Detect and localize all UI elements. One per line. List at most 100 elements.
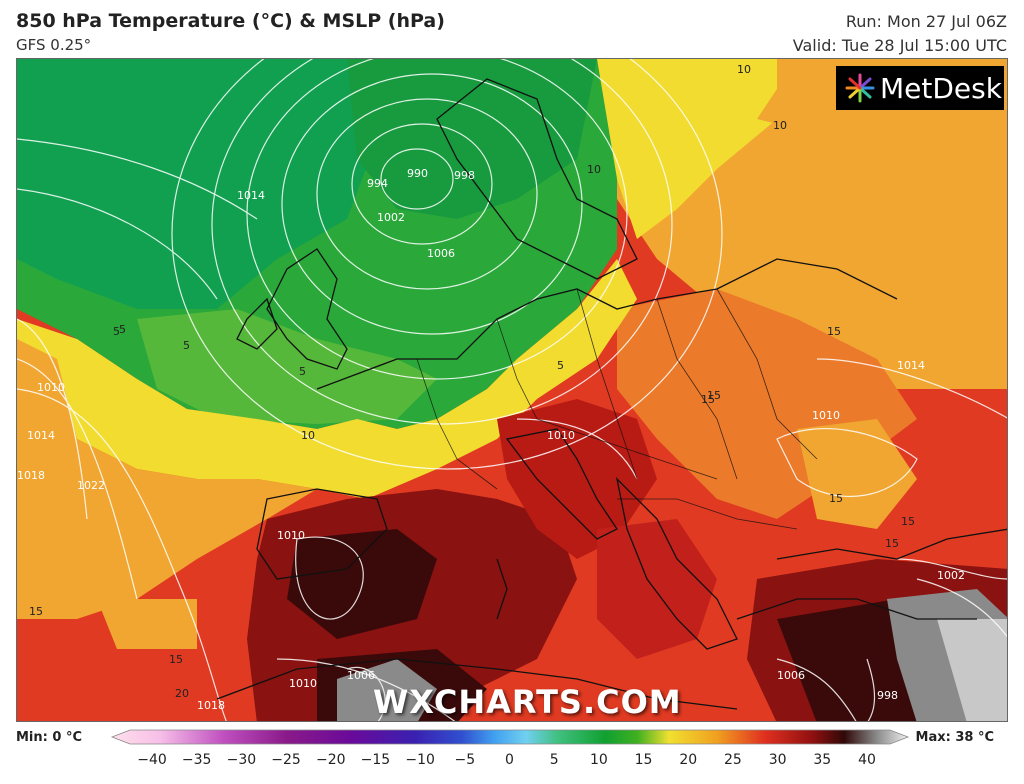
field-ukraine-orange <box>797 419 917 529</box>
coast-turkey <box>736 598 977 620</box>
borders <box>416 288 818 530</box>
isobar-label: 1014 <box>897 359 925 372</box>
scale-tick-label: −5 <box>454 752 476 768</box>
model-label: GFS 0.25° <box>16 36 92 54</box>
temp-label: 20 <box>175 687 189 700</box>
isobar-998-east <box>866 658 876 721</box>
weather-map[interactable]: 990 994 998 1002 1006 1010 1014 1018 102… <box>16 58 1008 722</box>
isobars <box>17 59 1007 721</box>
temp-label: 10 <box>737 63 751 76</box>
coast-scandinavia <box>436 78 638 280</box>
coast-britain <box>266 248 348 370</box>
chart-title: 850 hPa Temperature (°C) & MSLP (hPa) <box>16 10 445 32</box>
isobar-1010-ukraine <box>776 428 918 498</box>
isobar-label-layer: 990 994 998 1002 1006 1010 1014 1018 102… <box>17 167 965 712</box>
border-ukraine <box>716 288 818 460</box>
coast-ireland <box>236 297 278 350</box>
scale-tick-label: 15 <box>634 752 653 768</box>
isobar-1002 <box>281 73 583 335</box>
temp-label-layer: 5 5 5 10 10 15 15 15 15 15 15 15 10 5 15… <box>29 63 915 700</box>
temp-label: 15 <box>29 605 43 618</box>
isobar-994 <box>351 123 493 245</box>
field-canary-orange <box>37 579 77 619</box>
scale-tick-label: 40 <box>858 752 876 768</box>
scale-tick-label: −10 <box>405 752 435 768</box>
coast-iberia <box>256 488 388 580</box>
isobar-1006 <box>246 59 628 380</box>
scale-tick-label: 20 <box>679 752 698 768</box>
scale-tick-label: −35 <box>181 752 212 768</box>
isobar-1006-africa <box>346 666 386 721</box>
legend-min-label: Min: 0 °C <box>16 730 82 745</box>
metdesk-logo-icon <box>845 73 875 103</box>
temp-label: 15 <box>885 537 899 550</box>
valid-time: Valid: Tue 28 Jul 15:00 UTC <box>792 36 1007 55</box>
field-far-west-orange <box>17 339 77 459</box>
temp-label: 10 <box>301 429 315 442</box>
scale-tick-label: 30 <box>768 752 787 768</box>
field-italy-red <box>497 399 657 559</box>
temp-label: 5 <box>183 339 190 352</box>
isobar-1010-italy <box>516 418 638 480</box>
isobar-label: 998 <box>454 169 475 182</box>
isobar-1010-africa <box>276 658 456 721</box>
field-africa-grey <box>337 659 437 721</box>
border-alps <box>536 418 718 480</box>
isobar-998 <box>316 98 538 290</box>
isobar-label: 1010 <box>547 429 575 442</box>
temp-label: 5 <box>299 365 306 378</box>
temp-label: 15 <box>169 653 183 666</box>
isobar-label: 1018 <box>197 699 225 712</box>
scale-tick-label: 25 <box>724 752 742 768</box>
isobar-label: 1010 <box>812 409 840 422</box>
coast-italy <box>505 428 618 540</box>
coastlines <box>216 78 1007 710</box>
isobar-1010-iberia <box>295 536 364 620</box>
isobar-label: 1022 <box>77 479 105 492</box>
temp-label: 5 <box>113 325 120 338</box>
field-west-orange <box>17 419 317 619</box>
coast-north-europe <box>316 258 898 390</box>
isobar-label: 990 <box>407 167 428 180</box>
isobar-1018-west <box>17 388 227 721</box>
isobar-atlantic-2 <box>17 188 218 300</box>
color-scale <box>110 729 910 745</box>
scale-tick-label: −25 <box>271 752 301 768</box>
field-north-yellow <box>597 59 777 239</box>
isobar-1006-east <box>776 658 857 721</box>
isobar-label: 1006 <box>427 247 455 260</box>
scale-tick-label: 10 <box>589 752 608 768</box>
isobar-label: 994 <box>367 177 388 190</box>
border-france-germany <box>416 358 498 490</box>
isobar-label: 1014 <box>27 429 55 442</box>
isobar-1002-east <box>916 578 1007 638</box>
isobar-1014-west <box>17 318 88 520</box>
temp-label: 15 <box>901 515 915 528</box>
run-time: Run: Mon 27 Jul 06Z <box>845 12 1007 31</box>
coast-balkans <box>615 477 738 650</box>
coast-sardinia <box>496 558 508 620</box>
isobar-label: 1002 <box>377 211 405 224</box>
temp-label: 5 <box>557 359 564 372</box>
map-canvas: 990 994 998 1002 1006 1010 1014 1018 102… <box>17 59 1007 721</box>
watermark: WXCHARTS.COM <box>373 683 682 721</box>
isobar-label: 1018 <box>17 469 45 482</box>
legend-max-label: Max: 38 °C <box>915 730 994 745</box>
isobar-1014-east <box>816 358 1007 419</box>
isobar-label: 1014 <box>237 189 265 202</box>
temp-label: 15 <box>827 325 841 338</box>
field-atlantic-green <box>17 59 377 309</box>
field-yellow-band <box>17 259 637 499</box>
isobar-label: 998 <box>877 689 898 702</box>
field-lightgreen <box>137 309 437 424</box>
isobar-atlantic-1 <box>17 138 258 220</box>
temp-label: 5 <box>119 323 126 336</box>
isobar-label: 1002 <box>937 569 965 582</box>
temp-label: 10 <box>773 119 787 132</box>
scale-tick-label: −30 <box>226 752 257 768</box>
isobar-label: 1010 <box>277 529 305 542</box>
scale-gradient-bar <box>110 729 910 745</box>
metdesk-logo-text: MetDesk <box>880 71 1002 105</box>
isobar-label: 1010 <box>289 677 317 690</box>
isobar-1010-east <box>896 558 1007 580</box>
